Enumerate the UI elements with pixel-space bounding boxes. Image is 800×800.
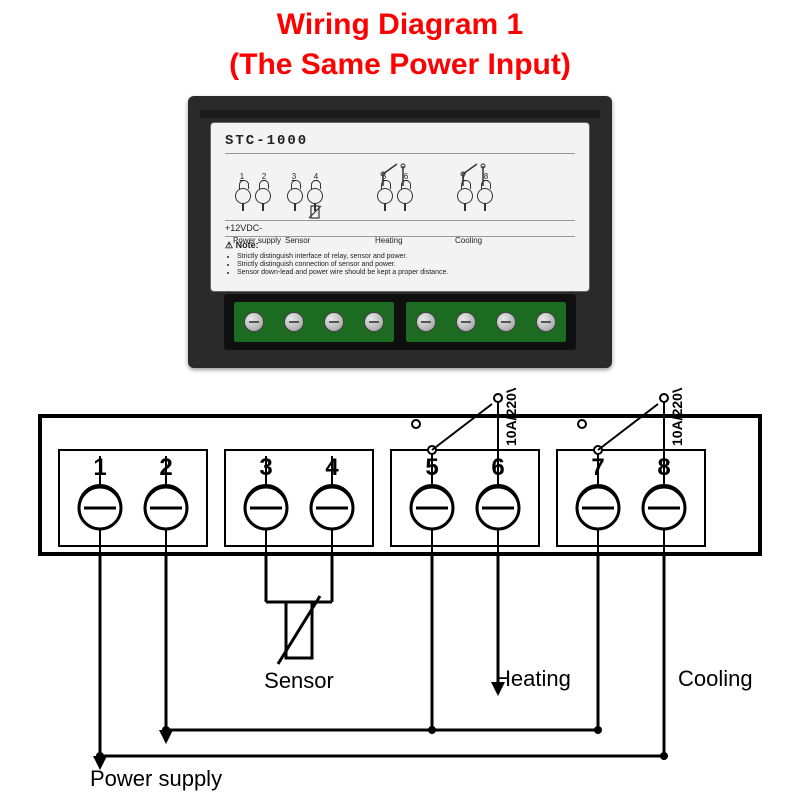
device-note: ⚠ Note: Strictly distinguish interface o… — [225, 240, 575, 276]
device-mini-diagram: 12Power supply34Sensor56Heating78Cooling — [225, 158, 575, 221]
svg-text:Power supply: Power supply — [90, 766, 222, 791]
svg-text:6: 6 — [491, 454, 504, 481]
device-note-item: Strictly distinguish interface of relay,… — [237, 253, 575, 260]
svg-text:10A/220VAC: 10A/220VAC — [503, 388, 519, 446]
device-model: STC-1000 — [225, 133, 575, 154]
svg-text:10A/220VAC: 10A/220VAC — [669, 388, 685, 446]
screw-head — [456, 312, 476, 332]
device-top-edge — [200, 110, 600, 118]
screw-head — [324, 312, 344, 332]
terminal-block-left — [234, 302, 394, 342]
svg-text:Cooling: Cooling — [678, 666, 753, 691]
device-voltage: +12VDC- — [225, 223, 575, 237]
terminal-block-right — [406, 302, 566, 342]
device-label-plate: STC-1000 12Power supply34Sensor56Heating… — [210, 122, 590, 292]
terminal-strip-housing — [224, 294, 576, 350]
title-line-1: Wiring Diagram 1 — [0, 8, 800, 42]
svg-text:7: 7 — [591, 454, 604, 481]
svg-text:2: 2 — [159, 454, 172, 481]
title-line-2: (The Same Power Input) — [0, 48, 800, 82]
screw-head — [536, 312, 556, 332]
svg-text:Sensor: Sensor — [264, 668, 334, 693]
screw-head — [284, 312, 304, 332]
svg-text:Heating: Heating — [495, 666, 571, 691]
screw-head — [364, 312, 384, 332]
svg-text:8: 8 — [657, 454, 670, 481]
svg-text:3: 3 — [259, 454, 272, 481]
wiring-schematic: 1 2 3 4 5 6 7 8 10A/220VAC 10A/220VAC Sensor Heatin… — [0, 388, 800, 800]
device-note-item: Strictly distinguish connection of senso… — [237, 261, 575, 268]
screw-head — [416, 312, 436, 332]
svg-text:5: 5 — [425, 454, 438, 481]
screw-head — [496, 312, 516, 332]
svg-text:1: 1 — [93, 454, 106, 481]
device-note-item: Sensor down-lead and power wire should b… — [237, 269, 575, 276]
device-body: STC-1000 12Power supply34Sensor56Heating… — [188, 96, 612, 368]
screw-head — [244, 312, 264, 332]
svg-text:4: 4 — [325, 454, 339, 481]
